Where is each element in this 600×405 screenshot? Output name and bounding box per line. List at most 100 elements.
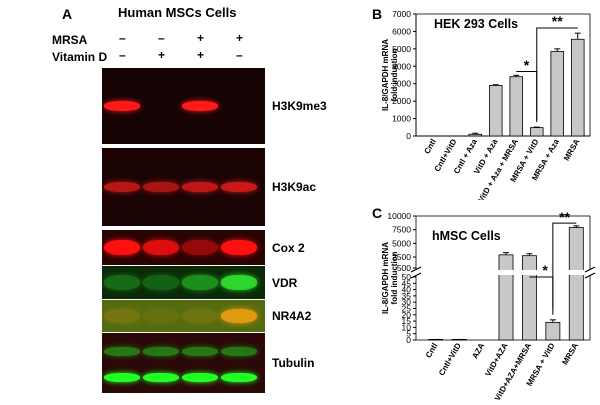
- band-upper-lane-3: [182, 347, 218, 356]
- bar-6: [529, 127, 544, 137]
- y-tick-label-lower: 25: [402, 304, 412, 314]
- band-lane-4: [221, 373, 257, 382]
- band-lane-1: [104, 239, 140, 256]
- category-label: VitD+AZA: [483, 341, 509, 378]
- y-axis-label-line2: fold induction: [390, 251, 399, 304]
- blot-h3k9me3: [102, 68, 265, 144]
- sig-label-2: **: [559, 209, 570, 225]
- blot-label-cox2: Cox 2: [272, 240, 305, 255]
- category-label: MRSA: [560, 341, 580, 366]
- band-lane-4: [221, 275, 257, 290]
- y-tick-label-upper: 7500: [392, 225, 411, 235]
- bar-7: [550, 51, 565, 137]
- blot-label-tubulin: Tubulin: [272, 356, 315, 370]
- blot-label-nr4a2: NR4A2: [272, 309, 312, 323]
- blot-label-h3k9ac: H3K9ac: [272, 180, 317, 194]
- bar-1: [428, 338, 444, 341]
- sig-label-1: *: [542, 262, 548, 278]
- band-lane-3: [182, 182, 218, 192]
- y-tick-label: 4000: [392, 61, 411, 71]
- chart-title: hMSC Cells: [432, 229, 501, 243]
- y-tick-label-lower: 20: [402, 310, 412, 320]
- panel-b-letter: B: [372, 6, 383, 22]
- band-lane-1: [104, 308, 140, 324]
- bar-8: [570, 38, 585, 137]
- y-tick-label: 2000: [392, 96, 411, 106]
- y-tick-label-lower: 0: [406, 335, 411, 345]
- blot-h3k9ac: [102, 148, 265, 226]
- band-upper-lane-2: [143, 347, 179, 356]
- band-lane-3: [182, 101, 218, 111]
- y-tick-label-lower: 35: [402, 291, 412, 301]
- vitd-sign-lane-1: –: [119, 48, 126, 62]
- band-lane-3: [182, 275, 218, 290]
- y-axis-label-line1: IL-8/GAPDH mRNA: [381, 39, 390, 111]
- band-lane-3: [182, 308, 218, 324]
- bar-6: [545, 321, 561, 341]
- y-tick-label-upper: 500: [397, 263, 411, 273]
- y-axis-label-line2: fold induction: [390, 48, 399, 101]
- category-label: Cntl+VitD: [437, 341, 463, 377]
- y-tick-label-lower: 10: [402, 322, 412, 332]
- bar-5: [521, 255, 537, 341]
- vitd-sign-lane-4: –: [236, 48, 243, 62]
- bar-7: [568, 227, 584, 341]
- break-mark: [410, 272, 422, 279]
- sig-bracket-2: [552, 222, 577, 309]
- y-tick-label-upper: 10000: [387, 211, 411, 221]
- band-lane-1: [104, 373, 140, 382]
- band-lane-1: [104, 182, 140, 192]
- mrsa-sign-lane-3: +: [197, 31, 205, 45]
- axis-break-gap: [410, 270, 596, 275]
- y-tick-label-lower: 50: [402, 272, 412, 282]
- y-axis-label-line1: IL-8/GAPDH mRNA: [381, 242, 390, 314]
- vitd-sign-lane-3: +: [197, 48, 205, 62]
- chart-title: HEK 293 Cells: [434, 17, 518, 31]
- blot-cox2: [102, 230, 265, 265]
- y-tick-label: 0: [406, 131, 411, 141]
- y-tick-label: 3000: [392, 79, 411, 89]
- band-lane-1: [104, 101, 140, 111]
- y-tick-label-lower: 5: [406, 329, 411, 339]
- category-label: Cntl: [424, 342, 440, 360]
- category-label: AZA: [470, 341, 486, 360]
- y-tick-label-lower: 40: [402, 285, 412, 295]
- sig-bracket-2: [536, 27, 578, 121]
- y-tick-label: 5000: [392, 44, 411, 54]
- category-label: MRSA: [562, 137, 582, 162]
- sig-label-2: **: [552, 13, 563, 29]
- y-tick-label-lower: 45: [402, 278, 412, 288]
- mrsa-sign-lane-4: +: [236, 31, 244, 45]
- band-lane-1: [104, 275, 140, 290]
- sig-label-1: *: [524, 57, 530, 73]
- panel-a-title: Human MSCs Cells: [118, 5, 237, 20]
- mrsa-sign-lane-2: –: [158, 31, 165, 45]
- band-lane-2: [143, 239, 179, 256]
- band-upper-lane-1: [104, 347, 140, 356]
- bar-4: [488, 85, 503, 137]
- blot-vdr: [102, 266, 265, 299]
- y-tick-label-lower: 15: [402, 316, 412, 326]
- plot-frame: [415, 13, 591, 137]
- category-label: Cntl: [422, 138, 438, 156]
- break-mark: [410, 266, 422, 273]
- vitd-sign-lane-2: +: [158, 48, 166, 62]
- band-lane-2: [143, 373, 179, 382]
- blot-label-h3k9me3: H3K9me3: [272, 99, 327, 113]
- y-tick-label: 7000: [392, 9, 411, 19]
- band-lane-2: [143, 182, 179, 192]
- y-tick-label-upper: 2500: [392, 252, 411, 262]
- band-lane-4: [221, 239, 257, 256]
- band-lane-4: [221, 182, 257, 192]
- vitd-row-label: Vitamin D: [52, 50, 108, 64]
- band-lane-3: [182, 373, 218, 382]
- blot-nr4a2: [102, 300, 265, 332]
- band-upper-lane-4: [221, 347, 257, 356]
- y-tick-label-lower: 30: [402, 297, 412, 307]
- mrsa-row-label: MRSA: [52, 33, 88, 47]
- band-lane-4: [221, 308, 257, 324]
- y-tick-label: 1000: [392, 114, 411, 124]
- bar-3: [468, 133, 483, 137]
- bar-5: [509, 76, 524, 137]
